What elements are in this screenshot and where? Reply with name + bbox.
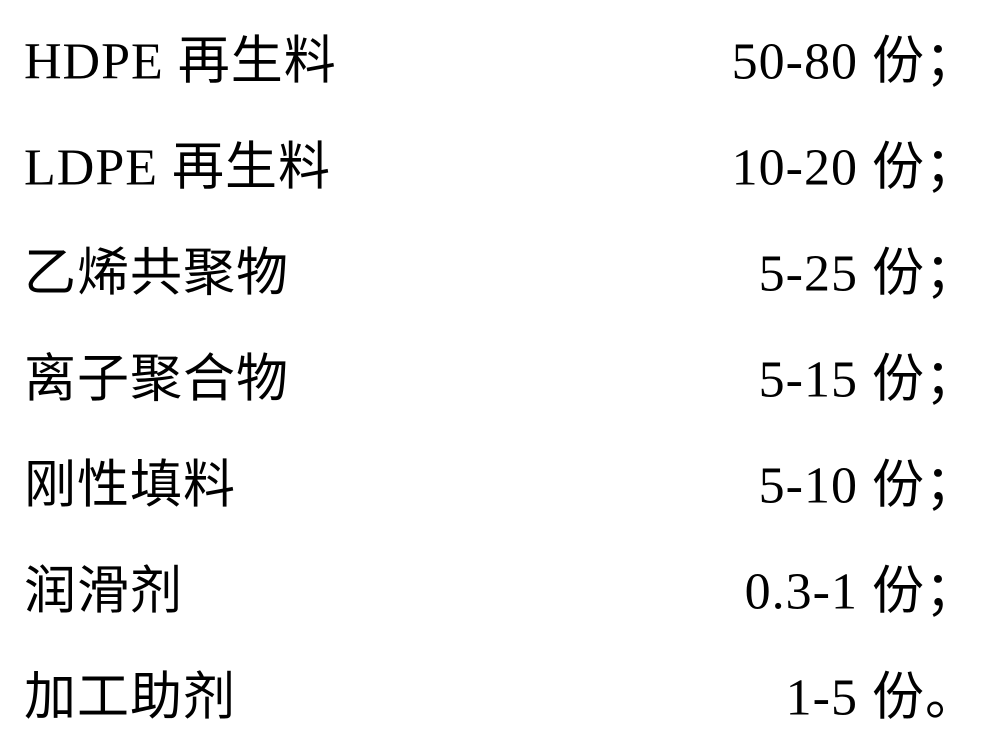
table-row: 乙烯共聚物 5-25 份； — [0, 216, 1006, 320]
ingredient-value: 5-15 份； — [759, 337, 978, 412]
ingredient-value: 10-20 份； — [732, 125, 978, 200]
table-row: 加工助剂 1-5 份。 — [0, 640, 1006, 743]
table-row: HDPE 再生料 50-80 份； — [0, 4, 1006, 108]
ingredient-label: 加工助剂 — [24, 655, 236, 730]
table-row: 润滑剂 0.3-1 份； — [0, 534, 1006, 638]
ingredient-label: 润滑剂 — [24, 549, 183, 624]
ingredient-value: 0.3-1 份； — [745, 549, 978, 624]
ingredient-label: LDPE 再生料 — [24, 125, 331, 200]
ingredient-value: 5-10 份； — [759, 443, 978, 518]
ingredient-value: 1-5 份。 — [786, 655, 978, 730]
ingredient-label: 乙烯共聚物 — [24, 231, 289, 306]
ingredient-label: 离子聚合物 — [24, 337, 289, 412]
table-row: 离子聚合物 5-15 份； — [0, 322, 1006, 426]
ingredient-value: 50-80 份； — [732, 19, 978, 94]
table-row: 刚性填料 5-10 份； — [0, 428, 1006, 532]
table-row: LDPE 再生料 10-20 份； — [0, 110, 1006, 214]
ingredient-value: 5-25 份； — [759, 231, 978, 306]
document-container: HDPE 再生料 50-80 份； LDPE 再生料 10-20 份； 乙烯共聚… — [0, 0, 1006, 743]
ingredient-label: HDPE 再生料 — [24, 19, 337, 94]
ingredient-label: 刚性填料 — [24, 443, 236, 518]
